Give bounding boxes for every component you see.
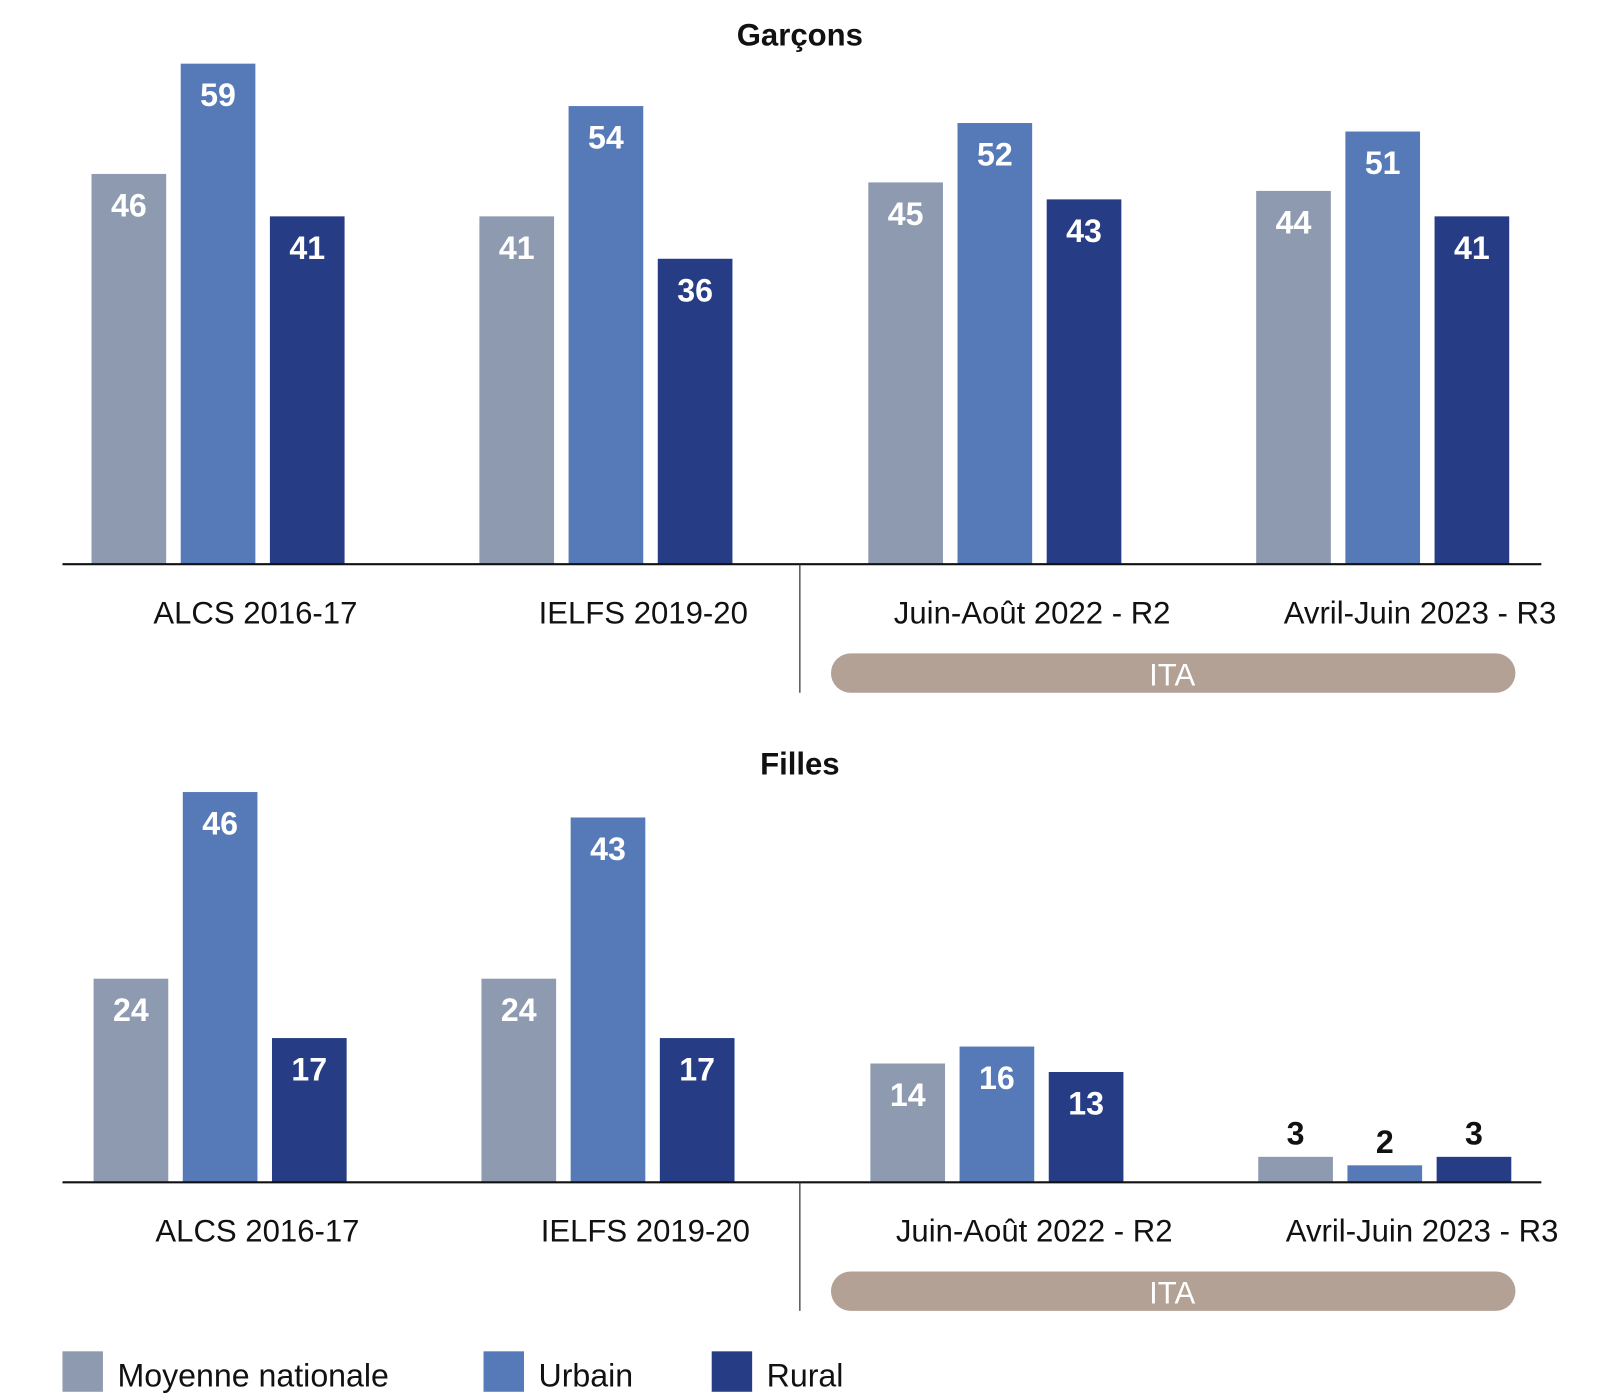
bar-urbain [1345, 131, 1421, 565]
chart-title: Filles [760, 747, 840, 782]
data-label: 46 [111, 187, 147, 223]
data-label: 13 [1068, 1086, 1104, 1122]
bar-rural [659, 1038, 735, 1183]
legend-swatch [62, 1351, 103, 1392]
ita-group-label: ITA [1149, 1276, 1195, 1311]
data-label: 14 [890, 1077, 926, 1113]
category-label: Juin-Août 2022 - R2 [894, 595, 1171, 630]
bar-urbain [570, 817, 646, 1183]
data-label: 52 [977, 137, 1013, 173]
bar-urbain [1347, 1165, 1423, 1183]
bar-urbain [957, 123, 1033, 565]
data-label: 24 [113, 992, 149, 1028]
data-label: 17 [679, 1052, 715, 1088]
category-label: ALCS 2016-17 [153, 595, 357, 630]
category-label: Avril-Juin 2023 - R3 [1286, 1213, 1559, 1248]
data-label: 51 [1365, 145, 1401, 181]
bar-rural [1434, 216, 1510, 565]
bar-moyenne-nationale [479, 216, 555, 565]
data-label: 3 [1287, 1115, 1305, 1151]
category-label: Juin-Août 2022 - R2 [896, 1213, 1173, 1248]
chart-title: Garçons [737, 18, 863, 53]
legend-swatch [711, 1351, 753, 1392]
data-label: 46 [202, 806, 238, 842]
data-label: 16 [979, 1060, 1015, 1096]
data-label: 17 [291, 1052, 327, 1088]
legend-label: Urbain [539, 1358, 634, 1394]
data-label: 3 [1465, 1115, 1483, 1151]
bar-urbain [180, 63, 256, 565]
data-label: 24 [501, 992, 537, 1028]
data-label: 2 [1376, 1124, 1394, 1160]
bar-rural [657, 258, 733, 565]
bar-rural [1046, 199, 1122, 565]
bar-moyenne-nationale [91, 173, 167, 565]
data-label: 44 [1276, 204, 1312, 240]
bar-moyenne-nationale [1256, 190, 1331, 565]
legend-label: Moyenne nationale [117, 1358, 388, 1394]
data-label: 45 [888, 196, 924, 232]
data-label: 43 [1066, 213, 1102, 249]
bar-rural [1048, 1072, 1124, 1183]
data-label: 41 [499, 230, 535, 266]
category-label: Avril-Juin 2023 - R3 [1284, 595, 1557, 630]
bar-moyenne-nationale [868, 182, 943, 565]
data-label: 36 [677, 272, 713, 308]
category-label: IELFS 2019-20 [539, 595, 748, 630]
bar-moyenne-nationale [1258, 1156, 1333, 1183]
legend-label: Rural [767, 1358, 844, 1394]
bar-moyenne-nationale [93, 978, 169, 1183]
data-label: 41 [1454, 230, 1490, 266]
bar-urbain [182, 792, 258, 1183]
ita-group-pill [830, 1271, 1516, 1311]
data-label: 43 [590, 831, 626, 867]
data-label: 54 [588, 120, 624, 156]
bar-rural [271, 1038, 347, 1183]
bar-rural [1436, 1156, 1512, 1183]
bar-rural [269, 216, 345, 565]
category-label: ALCS 2016-17 [155, 1213, 359, 1248]
bar-urbain [568, 106, 644, 565]
bar-moyenne-nationale [481, 978, 557, 1183]
category-label: IELFS 2019-20 [541, 1213, 750, 1248]
ita-group-label: ITA [1149, 658, 1195, 693]
bar-urbain [959, 1046, 1035, 1183]
data-label: 41 [289, 230, 325, 266]
legend-swatch [483, 1351, 524, 1392]
data-label: 59 [200, 77, 236, 113]
ita-group-pill [830, 653, 1516, 693]
bar-moyenne-nationale [870, 1063, 946, 1183]
